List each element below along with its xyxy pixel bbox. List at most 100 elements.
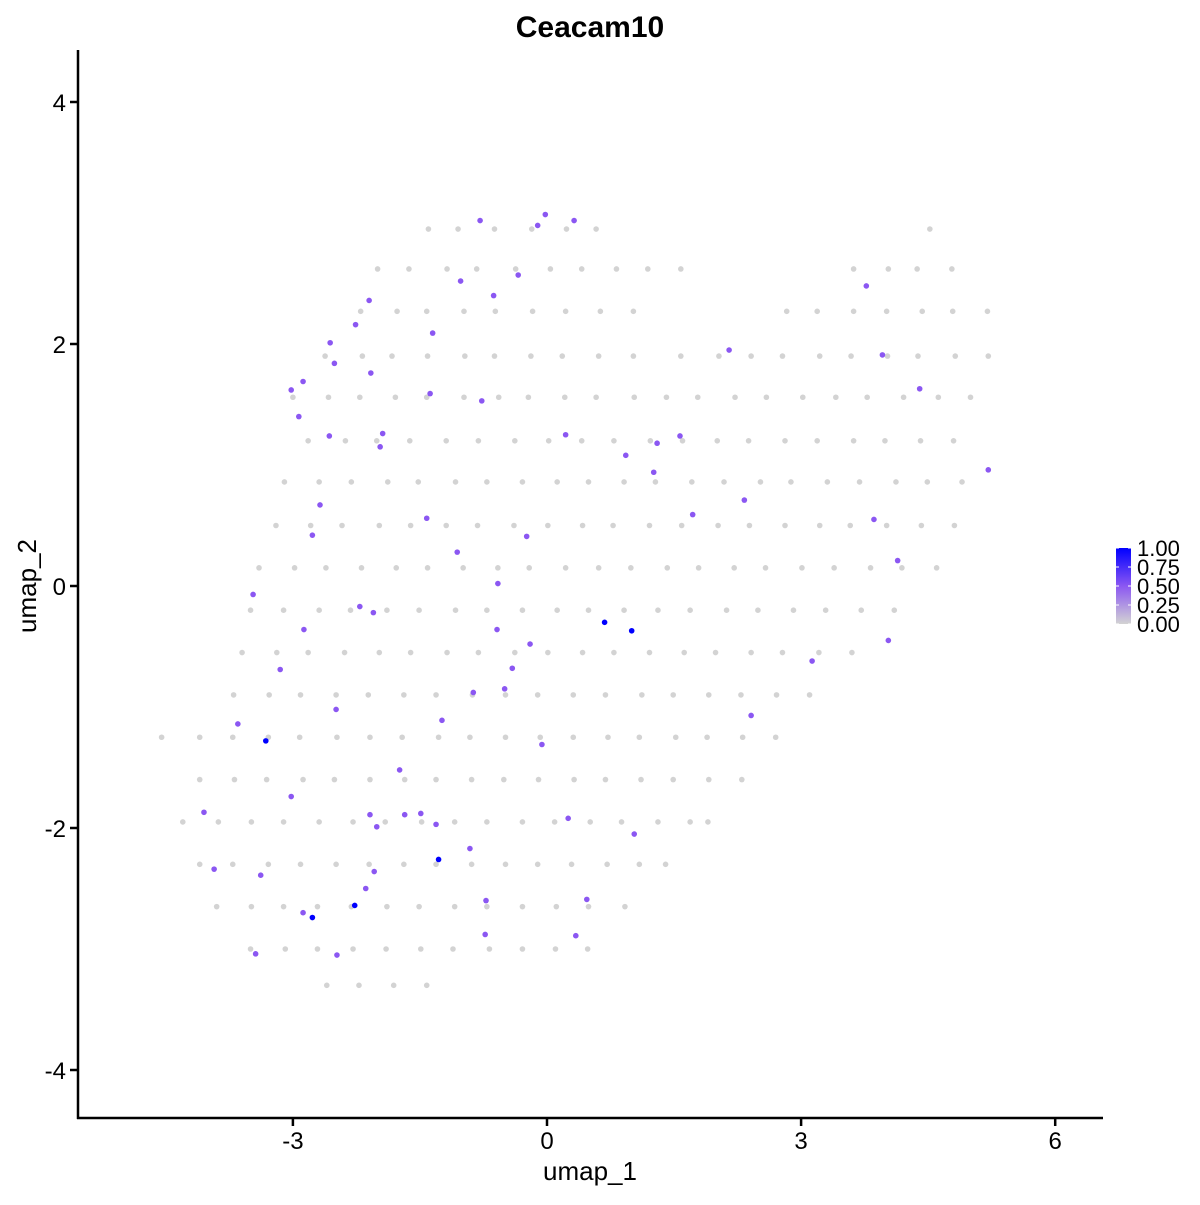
cell-point	[788, 479, 794, 485]
cell-point	[495, 394, 502, 401]
cell-point	[967, 394, 974, 401]
expressing-cell-point	[296, 413, 302, 420]
cell-point	[678, 266, 684, 272]
cell-point	[339, 522, 345, 529]
cell-point	[389, 353, 395, 359]
cell-point	[806, 692, 813, 698]
cell-point	[433, 861, 439, 868]
cell-point	[158, 734, 165, 741]
cell-point	[622, 903, 628, 910]
cell-point	[679, 438, 686, 444]
expressing-cell-point	[809, 658, 815, 664]
cell-point	[687, 819, 693, 825]
cell-point	[423, 308, 430, 315]
expressing-cell-point	[482, 931, 488, 938]
cell-point	[678, 522, 685, 529]
colorbar-tick-label: 0.75	[1137, 555, 1180, 580]
x-tick-label: 3	[794, 1128, 807, 1155]
expressing-cell-point	[433, 821, 439, 828]
cell-point	[366, 861, 372, 868]
cell-point	[867, 565, 874, 571]
expressing-cell-point	[467, 845, 473, 852]
cell-point	[850, 266, 857, 272]
expressing-cell-point	[478, 398, 485, 404]
cell-point	[196, 734, 203, 741]
cell-point	[417, 946, 424, 952]
expressing-cell-point	[333, 706, 339, 713]
cell-point	[561, 394, 568, 401]
cell-point	[984, 308, 991, 315]
cell-point	[790, 607, 797, 613]
expressing-cell-point	[357, 603, 363, 610]
expressing-cell-point	[435, 856, 442, 863]
expressing-cell-point	[334, 952, 340, 958]
cell-point	[554, 479, 560, 485]
cell-point	[274, 649, 280, 656]
cell-point	[985, 353, 992, 359]
expressing-cell-point	[300, 378, 306, 385]
expressing-cell-point	[542, 211, 549, 218]
cell-point	[502, 692, 509, 698]
expressing-cell-point	[584, 896, 590, 903]
cell-point	[672, 734, 679, 741]
cell-point	[365, 692, 372, 698]
x-ticks: -3 0 3 6	[282, 1118, 1062, 1155]
expressing-cell-point	[572, 932, 579, 939]
cell-point	[856, 479, 863, 485]
cell-point	[799, 565, 805, 571]
cell-point	[406, 266, 412, 272]
cell-point	[914, 266, 920, 272]
cell-point	[772, 734, 779, 741]
expressing-cell-point	[689, 511, 696, 518]
cell-point	[491, 353, 498, 359]
cell-point	[512, 649, 518, 656]
cell-point	[334, 734, 340, 741]
cell-point	[231, 776, 238, 783]
colorbar-tick-label: 0.50	[1137, 574, 1180, 599]
expressing-cell-point	[423, 515, 430, 522]
cell-point	[486, 946, 493, 952]
cell-point	[757, 479, 764, 485]
expressing-cell-point	[677, 433, 683, 439]
cell-point	[918, 522, 925, 529]
expressing-cell-point	[601, 619, 608, 626]
cell-point	[554, 607, 560, 613]
cell-point	[348, 479, 355, 485]
cell-point	[893, 479, 899, 485]
expressing-cell-point	[622, 452, 629, 459]
cell-point	[460, 565, 466, 571]
expressing-cell-point	[211, 866, 217, 872]
cell-point	[305, 438, 311, 444]
cell-point	[452, 607, 459, 613]
expressing-cell-point	[985, 467, 992, 473]
cell-point	[196, 776, 203, 783]
expressing-cell-point	[373, 823, 380, 830]
y-tick-label: 0	[53, 574, 66, 601]
cell-point	[605, 734, 611, 741]
cell-point	[297, 692, 304, 698]
expressing-cell-point	[371, 868, 378, 875]
cell-point	[296, 734, 303, 741]
cell-point	[824, 479, 831, 485]
cell-point	[579, 522, 586, 529]
cell-point	[322, 353, 328, 359]
cell-point	[779, 649, 786, 656]
cell-point	[716, 353, 722, 359]
expressing-cell-point	[368, 370, 374, 376]
expressing-cell-point	[631, 831, 638, 837]
expressing-cell-point	[650, 469, 657, 476]
expressing-cell-point	[351, 902, 358, 909]
cell-point	[570, 692, 577, 698]
cell-point	[376, 522, 383, 529]
cell-point	[407, 649, 414, 656]
cell-point	[604, 861, 610, 868]
y-axis-label: umap_2	[12, 539, 42, 633]
cell-point	[358, 565, 365, 571]
expressing-cell-point	[501, 686, 508, 692]
expressing-cell-point	[490, 292, 497, 299]
expressing-cell-point	[309, 914, 316, 921]
expressing-cell-point	[367, 811, 373, 818]
cell-point	[525, 394, 532, 401]
cell-point	[610, 522, 616, 529]
